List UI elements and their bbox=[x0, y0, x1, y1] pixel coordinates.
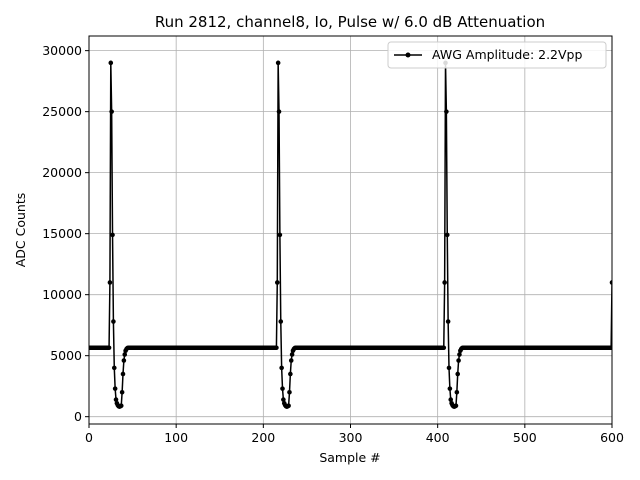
y-tick-label: 5000 bbox=[50, 348, 82, 363]
data-point bbox=[288, 358, 294, 363]
data-point bbox=[276, 109, 282, 114]
x-tick-label: 0 bbox=[85, 430, 93, 445]
data-point bbox=[280, 386, 285, 391]
y-tick-label: 25000 bbox=[42, 104, 82, 119]
data-point bbox=[287, 389, 292, 395]
x-tick-label: 400 bbox=[426, 430, 450, 445]
data-point bbox=[113, 397, 119, 402]
x-tick-label: 200 bbox=[251, 430, 275, 445]
y-tick-label: 20000 bbox=[42, 165, 82, 180]
data-point bbox=[441, 345, 447, 351]
plot-area bbox=[89, 60, 612, 409]
legend-marker bbox=[405, 52, 411, 58]
data-point bbox=[110, 232, 115, 238]
data-point bbox=[281, 397, 286, 402]
data-point bbox=[609, 280, 612, 285]
data-point bbox=[457, 352, 462, 357]
data-point bbox=[455, 371, 461, 377]
data-point bbox=[120, 371, 126, 377]
chart-title: Run 2812, channel8, Io, Pulse w/ 6.0 dB … bbox=[155, 13, 545, 31]
x-tick-label: 600 bbox=[600, 430, 624, 445]
data-point bbox=[286, 403, 291, 409]
data-point bbox=[112, 386, 118, 391]
data-point bbox=[444, 232, 450, 238]
data-point bbox=[106, 345, 112, 351]
y-tick-label: 10000 bbox=[42, 287, 82, 302]
data-point bbox=[111, 319, 116, 324]
x-tick-label: 300 bbox=[339, 430, 363, 445]
legend-box bbox=[387, 41, 607, 69]
data-point bbox=[278, 319, 284, 324]
data-point bbox=[122, 352, 128, 357]
data-point bbox=[109, 109, 114, 114]
x-axis-label: Sample # bbox=[319, 450, 380, 465]
data-point bbox=[121, 358, 127, 363]
data-point bbox=[119, 389, 125, 395]
x-tick-label: 500 bbox=[513, 430, 537, 445]
data-point bbox=[274, 345, 279, 351]
legend-entry: AWG Amplitude: 2.2Vpp bbox=[432, 47, 582, 62]
data-point bbox=[288, 371, 293, 377]
y-axis-label: ADC Counts bbox=[13, 193, 28, 268]
data-point bbox=[111, 365, 117, 371]
axis-ticks: 0 100 200 300 400 500 600 0 5000 10000 15000 20000 2… bbox=[42, 43, 624, 445]
data-point bbox=[448, 397, 454, 402]
y-tick-label: 15000 bbox=[42, 226, 82, 241]
data-point bbox=[446, 365, 452, 371]
data-point bbox=[275, 60, 281, 66]
data-point bbox=[444, 109, 449, 114]
data-point bbox=[279, 365, 284, 371]
data-point bbox=[118, 403, 124, 409]
data-point bbox=[608, 345, 612, 351]
data-point bbox=[274, 280, 280, 285]
grid bbox=[88, 36, 613, 424]
data-point bbox=[277, 232, 283, 238]
data-point bbox=[454, 389, 460, 395]
data-point bbox=[447, 386, 453, 391]
data-point bbox=[445, 319, 451, 324]
data-point bbox=[107, 280, 113, 285]
data-point bbox=[289, 352, 295, 357]
y-tick-label: 30000 bbox=[42, 43, 82, 58]
data-point bbox=[456, 358, 461, 363]
data-point bbox=[453, 403, 459, 409]
y-tick-label: 0 bbox=[74, 409, 82, 424]
x-tick-label: 100 bbox=[164, 430, 188, 445]
legend: AWG Amplitude: 2.2Vpp bbox=[387, 41, 607, 69]
data-point bbox=[442, 280, 447, 285]
data-point bbox=[108, 60, 114, 66]
